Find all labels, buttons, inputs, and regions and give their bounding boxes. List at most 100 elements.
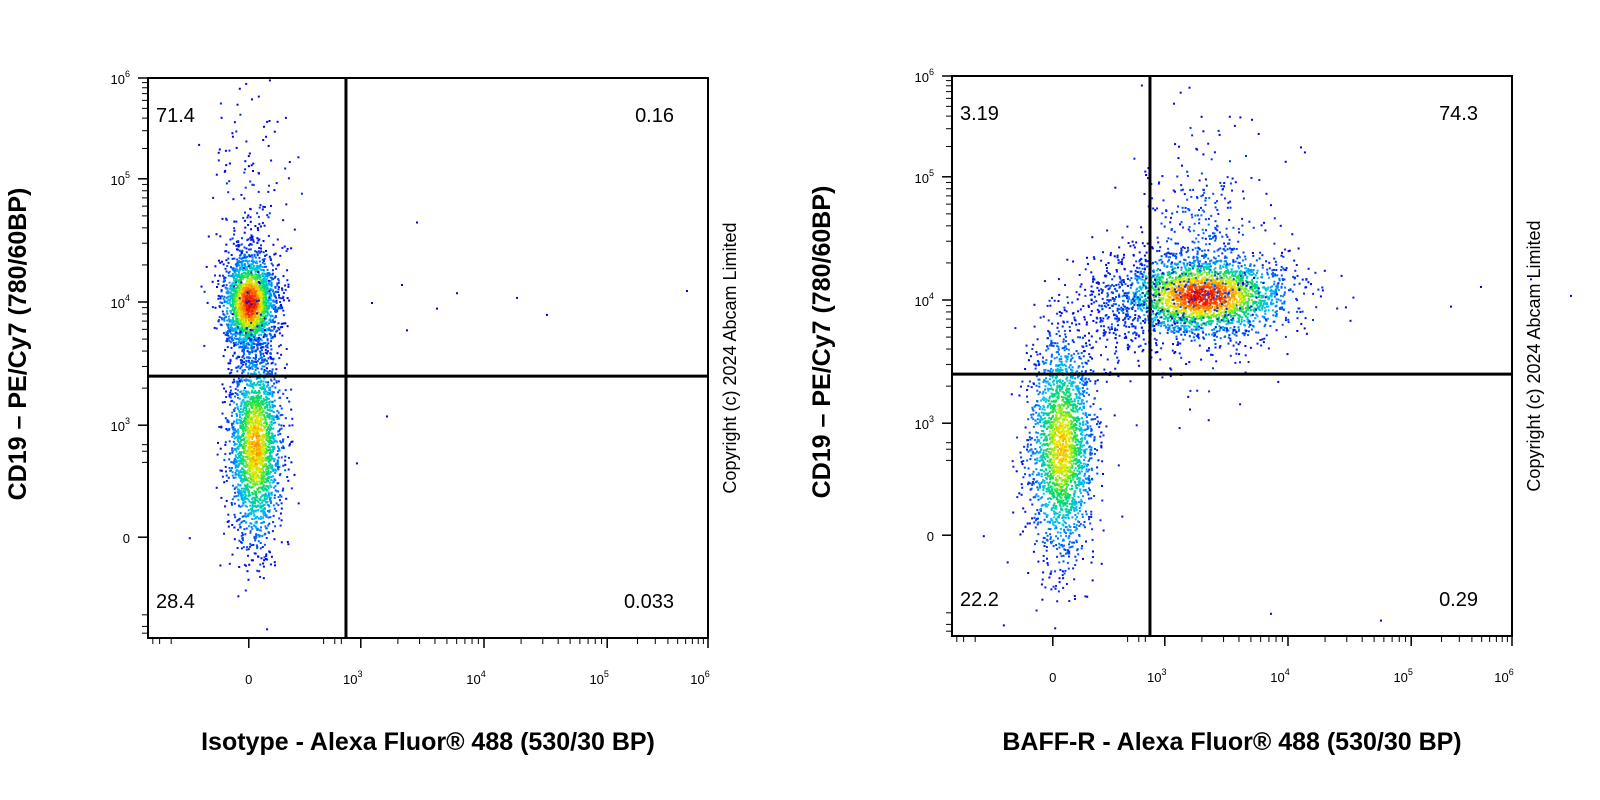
event-dot bbox=[284, 116, 287, 119]
event-dot bbox=[243, 432, 245, 435]
event-dot bbox=[236, 333, 239, 336]
event-dot bbox=[240, 315, 243, 318]
event-dot bbox=[238, 472, 240, 475]
event-dot bbox=[248, 322, 251, 325]
event-dot bbox=[1177, 242, 1179, 245]
event-dot bbox=[222, 313, 225, 316]
event-dot bbox=[222, 304, 225, 307]
event-dot bbox=[242, 275, 245, 277]
event-dot bbox=[228, 270, 231, 273]
event-dot bbox=[258, 306, 261, 308]
event-dot bbox=[227, 324, 230, 327]
event-dot bbox=[241, 256, 244, 259]
event-dot bbox=[267, 485, 270, 488]
event-dot bbox=[252, 463, 255, 466]
event-dot bbox=[256, 401, 259, 404]
event-dot bbox=[287, 436, 289, 438]
event-dot bbox=[233, 257, 236, 260]
event-dot bbox=[224, 453, 227, 455]
event-dot bbox=[255, 515, 258, 518]
event-dot bbox=[251, 471, 253, 474]
event-dot bbox=[260, 300, 263, 303]
event-dot bbox=[266, 403, 268, 406]
event-dot bbox=[258, 267, 261, 270]
event-dot bbox=[245, 312, 248, 315]
event-dot bbox=[275, 440, 277, 443]
event-dot bbox=[270, 276, 273, 279]
event-dot bbox=[250, 452, 253, 454]
event-dot bbox=[254, 400, 257, 403]
event-dot bbox=[239, 321, 242, 324]
event-dot bbox=[270, 501, 273, 504]
event-dot bbox=[268, 433, 271, 436]
event-dot bbox=[249, 267, 251, 270]
event-dot bbox=[250, 425, 252, 428]
event-dot bbox=[255, 527, 258, 530]
event-dot bbox=[261, 429, 264, 431]
event-dot bbox=[249, 277, 252, 280]
event-dot bbox=[275, 502, 278, 505]
event-dot bbox=[240, 279, 242, 282]
event-dot bbox=[232, 302, 234, 304]
event-dot bbox=[273, 325, 276, 328]
event-dot bbox=[259, 350, 262, 353]
event-dot bbox=[262, 512, 265, 515]
event-dot bbox=[265, 390, 268, 393]
event-dot bbox=[265, 282, 268, 285]
event-dot bbox=[257, 555, 260, 558]
event-dot bbox=[255, 544, 258, 547]
event-dot bbox=[1106, 292, 1109, 295]
event-dot bbox=[244, 487, 246, 490]
event-dot bbox=[235, 447, 238, 450]
event-dot bbox=[233, 227, 236, 230]
event-dot bbox=[246, 441, 249, 444]
event-dot bbox=[251, 319, 254, 321]
event-dot bbox=[243, 339, 246, 342]
event-dot bbox=[271, 481, 274, 484]
event-dot bbox=[247, 472, 250, 475]
event-dot bbox=[262, 286, 265, 289]
event-dot bbox=[248, 403, 251, 406]
event-dot bbox=[231, 132, 234, 135]
event-dot bbox=[245, 419, 247, 422]
event-dot bbox=[241, 250, 244, 252]
event-dot bbox=[279, 254, 282, 257]
event-dot bbox=[256, 278, 258, 281]
event-dot bbox=[258, 444, 261, 447]
event-dot bbox=[1281, 251, 1283, 254]
event-dot bbox=[263, 309, 266, 312]
event-dot bbox=[243, 563, 246, 566]
event-dot bbox=[237, 466, 239, 469]
event-dot bbox=[286, 247, 289, 250]
event-dot bbox=[256, 418, 259, 421]
x-tick-label: 105 bbox=[589, 669, 608, 687]
event-dot bbox=[1245, 291, 1248, 294]
event-dot bbox=[224, 276, 227, 279]
event-dot bbox=[257, 304, 260, 307]
event-dot bbox=[240, 378, 243, 381]
event-dot bbox=[262, 288, 265, 291]
event-dot bbox=[245, 140, 248, 143]
event-dot bbox=[1179, 223, 1182, 226]
event-dot bbox=[250, 526, 253, 529]
event-dot bbox=[264, 417, 267, 420]
event-dot bbox=[279, 404, 282, 407]
event-dot bbox=[227, 334, 230, 337]
event-dot bbox=[264, 388, 267, 391]
event-dot bbox=[236, 366, 239, 369]
event-dot bbox=[229, 297, 232, 300]
event-dot bbox=[279, 326, 282, 329]
event-dot bbox=[245, 329, 248, 332]
event-dot bbox=[250, 404, 252, 406]
event-dot bbox=[274, 252, 277, 255]
event-dot bbox=[245, 289, 248, 291]
event-dot bbox=[256, 344, 258, 347]
event-dot bbox=[250, 559, 253, 562]
event-dot bbox=[227, 191, 230, 194]
event-dot bbox=[232, 268, 234, 271]
event-dot bbox=[271, 435, 273, 438]
event-dot bbox=[244, 476, 247, 479]
event-dot bbox=[237, 245, 240, 248]
event-dot bbox=[267, 370, 270, 373]
event-dot bbox=[273, 378, 276, 381]
